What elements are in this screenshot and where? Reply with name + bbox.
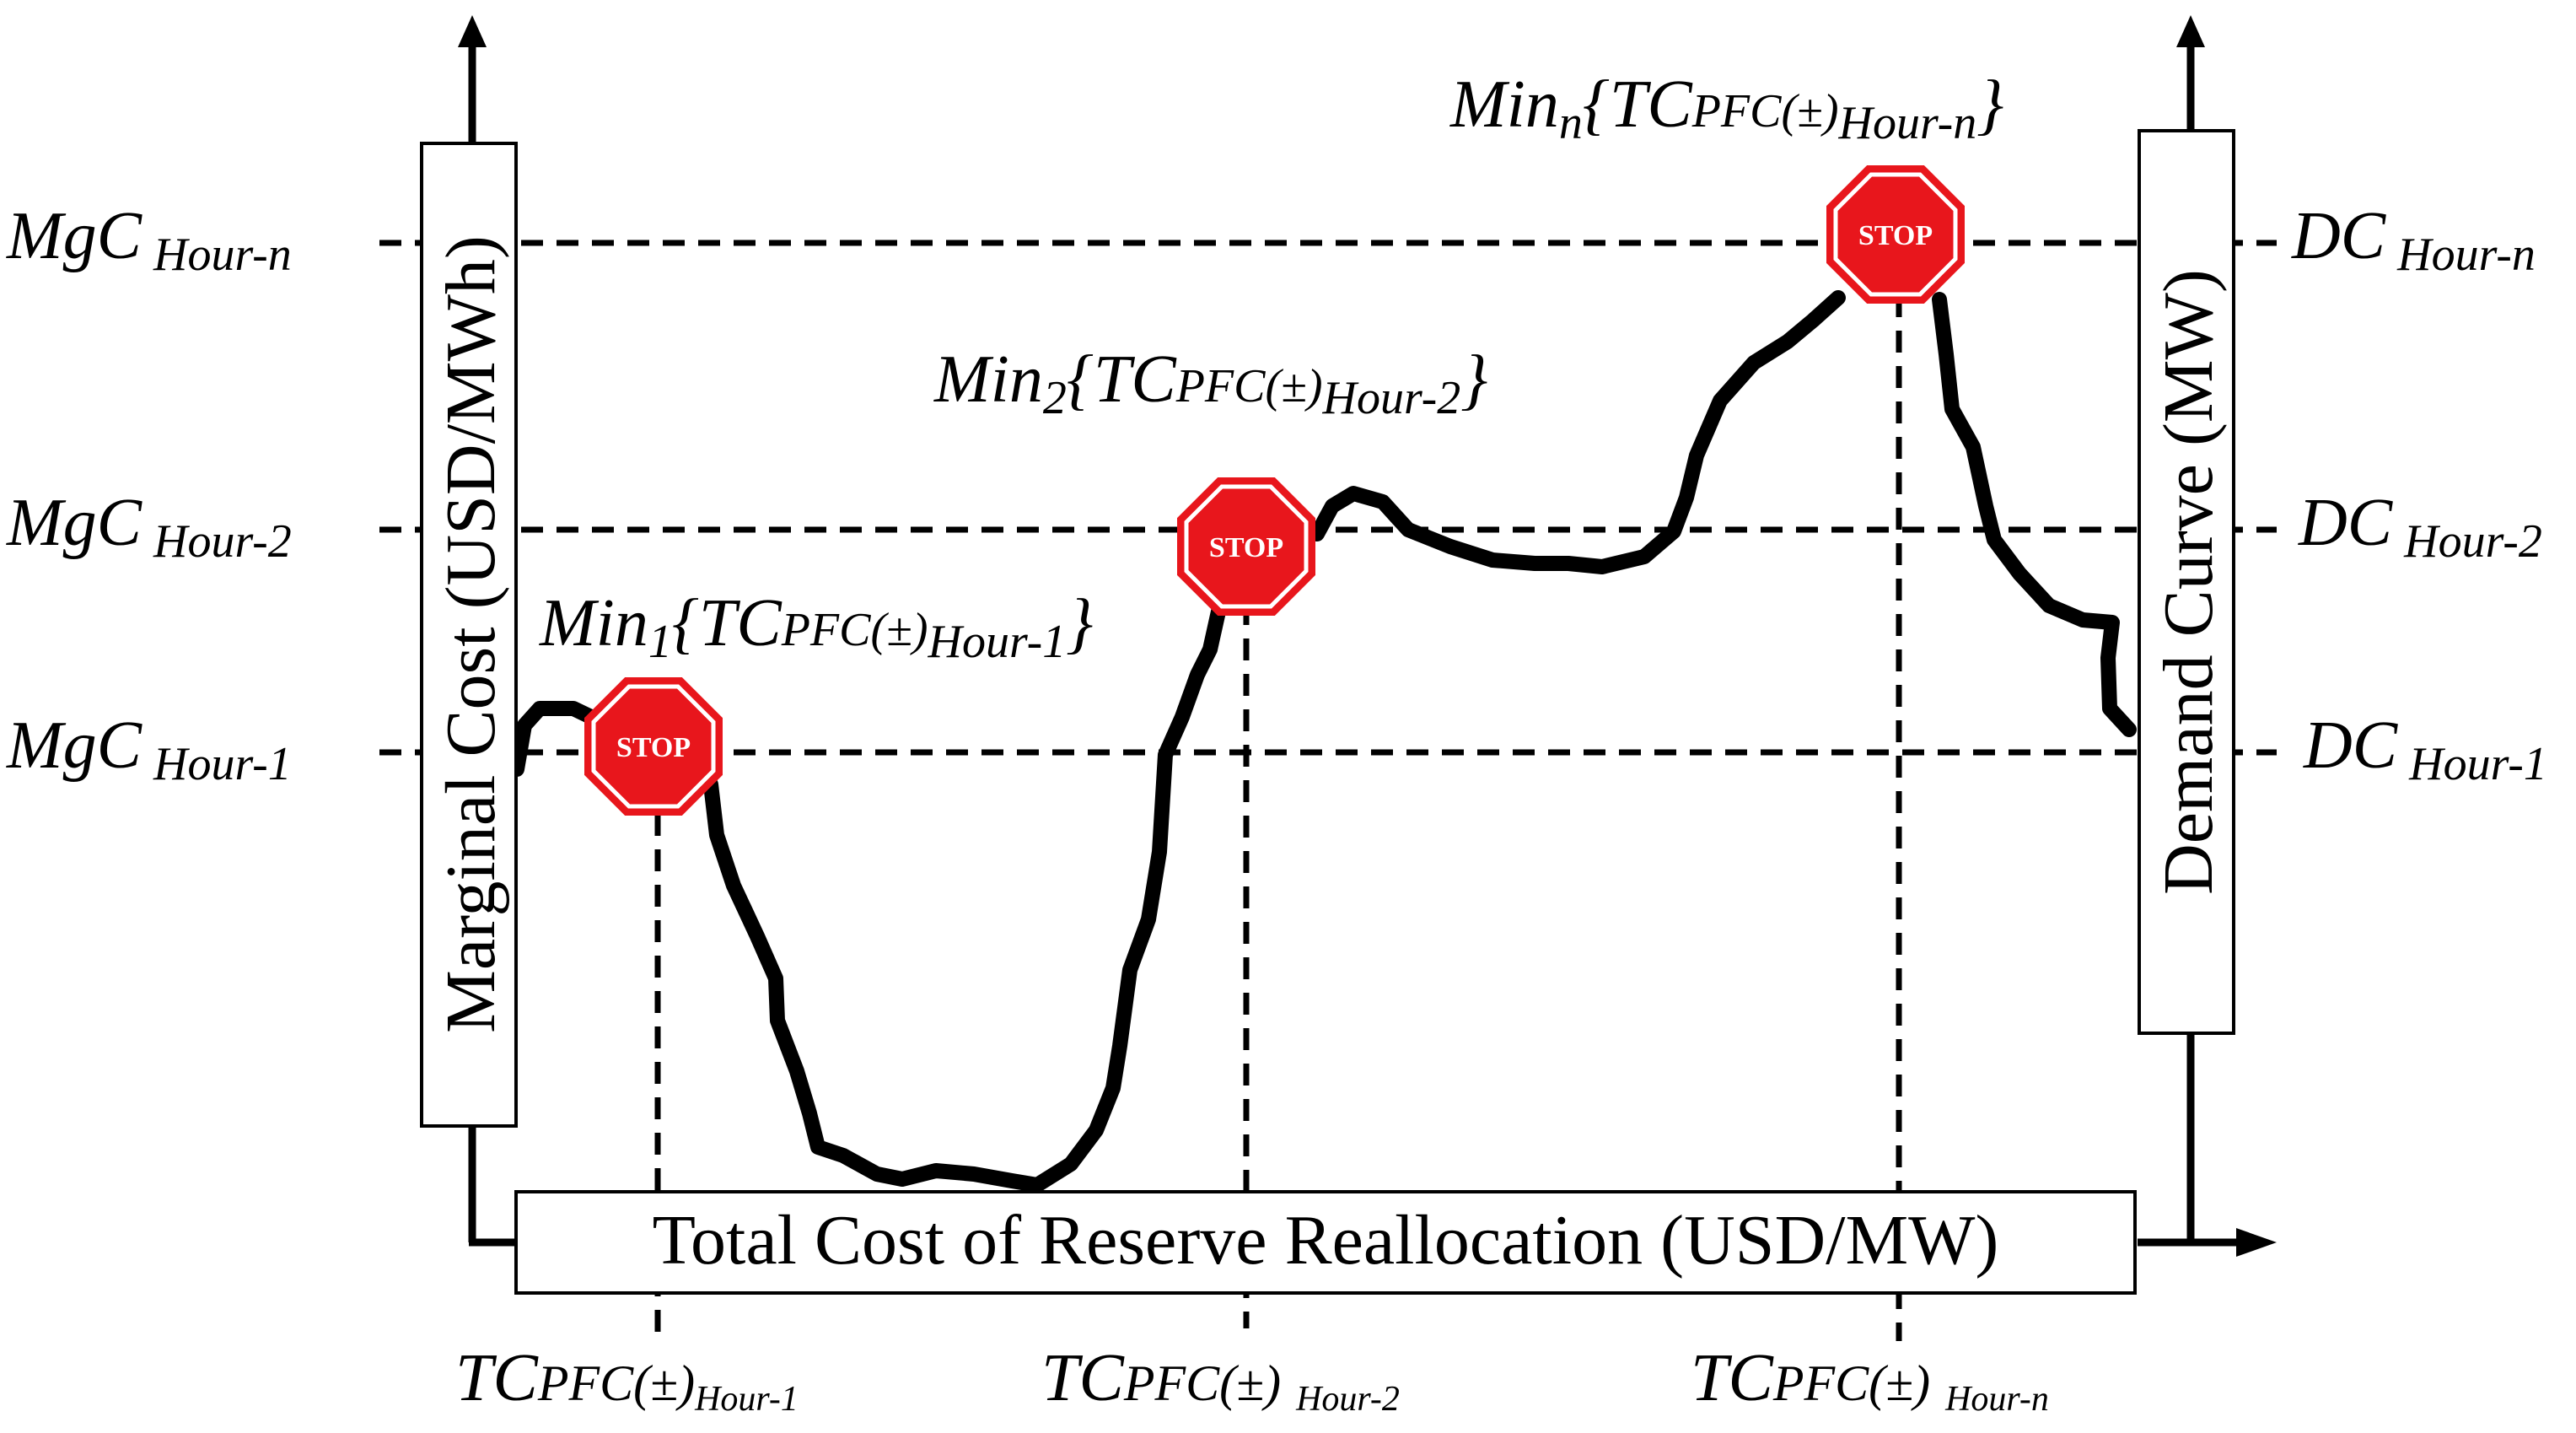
stop-sign-hour-2: STOP: [1177, 477, 1315, 616]
tc-hour-2-sub: Hour-2: [1295, 1380, 1400, 1419]
min-hour-n-mid: PFC(±): [1691, 85, 1839, 137]
left-axis-title-box: Marginal Cost (USD/MWh): [420, 142, 518, 1128]
min-hour-1-close: }: [1066, 586, 1093, 660]
dc-hour-1-label: DC Hour-1: [2303, 708, 2547, 790]
min-hour-2-label: Min2{TCPFC(±)Hour-2}: [933, 342, 1487, 424]
dc-hour-n-main: DC: [2291, 199, 2387, 273]
dc-hour-1-main: DC: [2303, 708, 2399, 783]
left-level-labels: MgC Hour-n MgC Hour-2 MgC Hour-1: [6, 199, 292, 790]
stop-sign-icon: [1826, 165, 1965, 304]
tc-hour-2-main: TC: [1041, 1341, 1125, 1415]
tc-hour-n-main: TC: [1691, 1341, 1774, 1415]
stop-sign-inner-border: [1184, 484, 1309, 609]
min-hour-2-min: Min: [933, 342, 1043, 417]
tc-hour-1-label: TCPFC(±)Hour-1: [455, 1341, 799, 1419]
level-lines: [379, 240, 2277, 756]
tc-hour-1-main: TC: [455, 1341, 539, 1415]
min-hour-1-index: 1: [648, 616, 672, 668]
left-axis-title: Marginal Cost (USD/MWh): [432, 235, 510, 1033]
right-axis-title: Demand Curve (MW): [2149, 269, 2228, 895]
tc-hour-2-mid: PFC(±): [1123, 1355, 1281, 1411]
stop-sign-inner-border: [1833, 172, 1958, 297]
min-hour-n-min: Min: [1449, 67, 1559, 142]
min-hour-2-index: 2: [1043, 372, 1067, 424]
minimum-annotations: Min1{TCPFC(±)Hour-1} Min2{TCPFC(±)Hour-2…: [539, 67, 2003, 668]
min-hour-n-sub: Hour-n: [1838, 97, 1977, 149]
tc-hour-n-mid: PFC(±): [1772, 1355, 1930, 1411]
left-axis-arrowhead: [458, 15, 487, 47]
mgc-hour-2-label: MgC Hour-2: [6, 486, 292, 568]
min-hour-2-mid: PFC(±): [1175, 360, 1323, 412]
min-hour-n-open: {TC: [1583, 67, 1693, 142]
mgc-hour-1-label: MgC Hour-1: [6, 708, 292, 790]
stop-sign-hour-1: STOP: [584, 677, 723, 816]
x-axis-arrowhead: [2236, 1228, 2277, 1257]
dc-hour-1-sub: Hour-1: [2408, 738, 2547, 790]
cost-curve: [509, 290, 2137, 1193]
stop-sign-hour-1-text: STOP: [616, 732, 691, 763]
stop-sign-hour-n: STOP: [1826, 165, 1965, 304]
mgc-hour-2-sub: Hour-2: [153, 515, 292, 568]
dc-hour-2-sub: Hour-2: [2403, 515, 2542, 568]
tc-hour-n-sub: Hour-n: [1944, 1380, 2049, 1419]
mgc-hour-2-main: MgC: [6, 486, 143, 560]
min-hour-1-min: Min: [539, 586, 648, 660]
marker-lines: [654, 295, 1902, 1341]
tc-hour-1-mid: PFC(±): [537, 1355, 695, 1411]
min-hour-n-label: Minn{TCPFC(±)Hour-n}: [1449, 67, 2003, 149]
mgc-hour-1-main: MgC: [6, 708, 143, 783]
mgc-hour-n-label: MgC Hour-n: [6, 199, 292, 281]
stop-sign-icon: [584, 677, 723, 816]
right-axis-title-box: Demand Curve (MW): [2138, 129, 2235, 1035]
stop-sign-icon: [1177, 477, 1315, 616]
tc-hour-1-sub: Hour-1: [694, 1380, 799, 1419]
min-hour-2-sub: Hour-2: [1322, 372, 1461, 424]
x-marker-labels: TCPFC(±)Hour-1 TCPFC(±) Hour-2 TCPFC(±) Ho…: [455, 1341, 2049, 1419]
x-axis-title: Total Cost of Reserve Reallocation (USD/…: [653, 1201, 1999, 1279]
tc-hour-n-label: TCPFC(±) Hour-n: [1691, 1341, 2049, 1419]
tc-hour-2-label: TCPFC(±) Hour-2: [1041, 1341, 1400, 1419]
mgc-hour-1-sub: Hour-1: [153, 738, 292, 790]
min-hour-n-close: }: [1976, 67, 2003, 142]
stop-sign-inner-border: [591, 684, 716, 809]
min-hour-1-open: {TC: [672, 586, 782, 660]
mgc-hour-n-sub: Hour-n: [153, 229, 292, 281]
dc-hour-n-label: DC Hour-n: [2291, 199, 2536, 281]
stop-sign-hour-2-text: STOP: [1209, 532, 1283, 563]
min-hour-2-close: }: [1460, 342, 1487, 417]
min-hour-2-open: {TC: [1067, 342, 1177, 417]
dc-hour-2-label: DC Hour-2: [2298, 486, 2542, 568]
min-hour-n-index: n: [1559, 97, 1583, 149]
min-hour-1-label: Min1{TCPFC(±)Hour-1}: [539, 586, 1093, 668]
dc-hour-2-main: DC: [2298, 486, 2394, 560]
right-axis-arrowhead: [2176, 15, 2205, 47]
x-axis-title-box: Total Cost of Reserve Reallocation (USD/…: [514, 1190, 2137, 1295]
mgc-hour-n-main: MgC: [6, 199, 143, 273]
min-hour-1-mid: PFC(±): [781, 604, 928, 656]
stop-sign-hour-n-text: STOP: [1858, 220, 1933, 251]
min-hour-1-sub: Hour-1: [928, 616, 1067, 668]
right-level-labels: DC Hour-n DC Hour-2 DC Hour-1: [2291, 199, 2547, 790]
dc-hour-n-sub: Hour-n: [2396, 229, 2536, 281]
